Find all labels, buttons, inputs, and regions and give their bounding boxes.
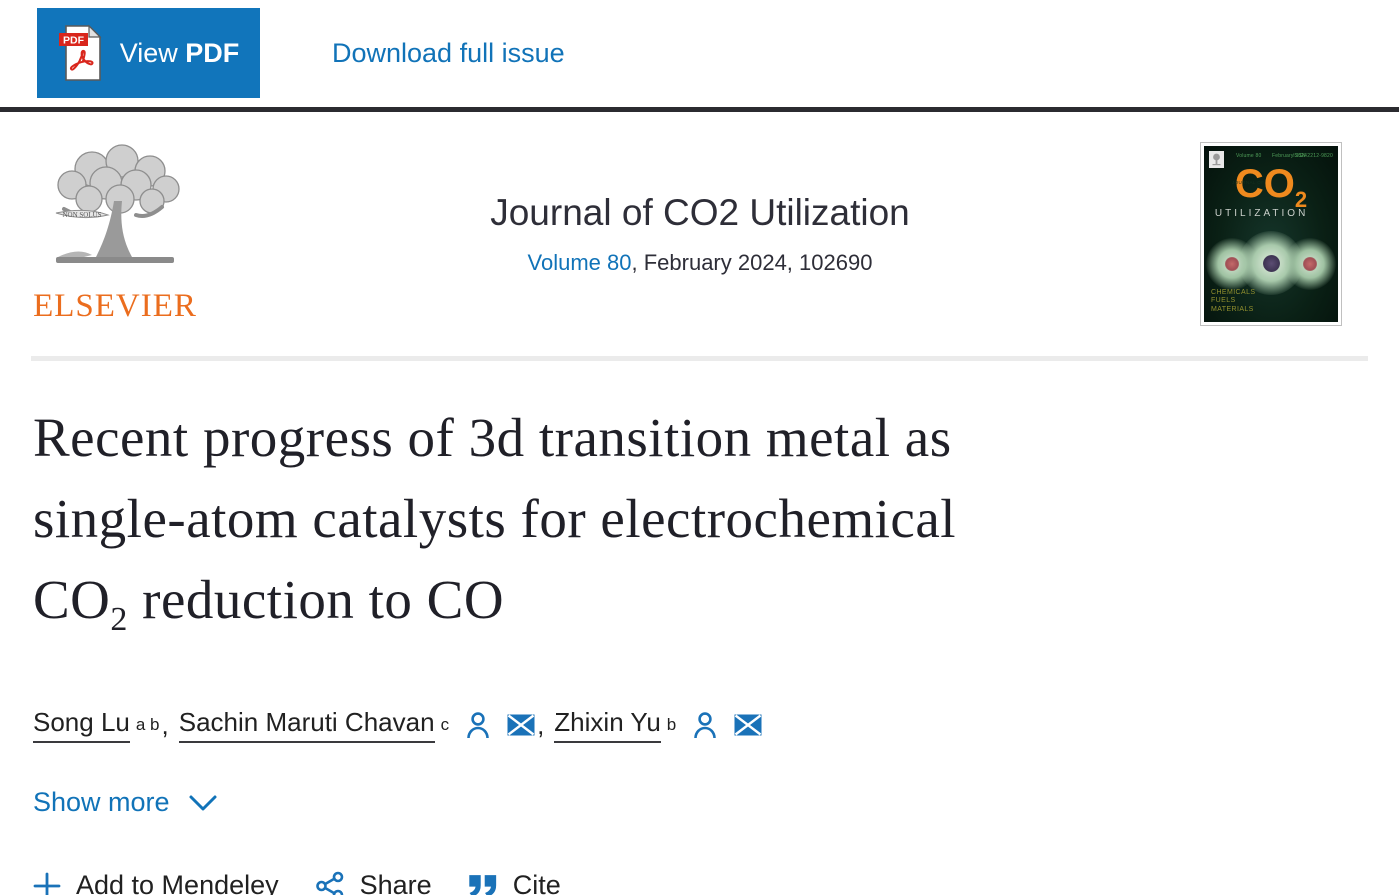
cite-quote-icon — [468, 874, 496, 895]
show-more-label: Show more — [33, 787, 170, 817]
author-separator: , — [537, 709, 545, 740]
volume-link[interactable]: Volume 80 — [527, 250, 632, 275]
view-pdf-button[interactable]: PDF View PDF — [37, 8, 260, 98]
view-pdf-label: View PDF — [119, 37, 240, 68]
pdf-icon-label: PDF — [63, 35, 85, 47]
share-button[interactable]: Share — [315, 870, 432, 895]
article-title: Recent progress of 3d transition metal a… — [33, 407, 957, 638]
author-profile-icon[interactable] — [692, 711, 718, 739]
share-label: Share — [359, 870, 432, 895]
author-link[interactable]: Song Lu — [33, 707, 130, 743]
download-full-issue-link[interactable]: Download full issue — [332, 38, 565, 68]
elsevier-wordmark: ELSEVIER — [33, 288, 197, 324]
journal-title-block: Journal of CO2 Utilization Volume 80, Fe… — [200, 192, 1200, 276]
cover-volume-text: Volume 80 — [1236, 153, 1262, 159]
add-to-mendeley-label: Add to Mendeley — [76, 870, 279, 895]
journal-header: NON SOLUS ELSEVIER Journal of CO2 Utiliz… — [0, 112, 1399, 356]
elsevier-tree-icon: NON SOLUS — [55, 144, 180, 263]
article-header: Recent progress of 3d transition metal a… — [0, 361, 1399, 895]
author-email-icon[interactable] — [507, 714, 535, 736]
author-list: Song Lu a b , Sachin Maruti Chavan c , Z… — [33, 707, 1366, 743]
cover-elsevier-mark-icon — [1209, 151, 1224, 168]
author-email-icon[interactable] — [734, 714, 762, 736]
plus-icon — [33, 872, 61, 895]
share-icon — [315, 871, 343, 895]
pdf-file-icon: PDF — [58, 24, 104, 82]
non-solus-banner: NON SOLUS — [62, 211, 101, 219]
show-more-button[interactable]: Show more — [33, 787, 218, 818]
author-affiliation-sup: c — [440, 715, 450, 734]
section-divider — [31, 356, 1368, 361]
journal-title-link[interactable]: Journal of CO2 Utilization — [490, 192, 910, 233]
top-toolbar: PDF View PDF Download full issue — [0, 0, 1399, 112]
journal-issue-line: Volume 80, February 2024, 102690 — [200, 250, 1200, 276]
issue-info-text: , February 2024, 102690 — [631, 250, 873, 275]
cover-date-text: February 2024 — [1272, 153, 1308, 159]
journal-cover-art: Volume 80 February 2024 ISSN 2212-9820 C… — [1204, 146, 1338, 322]
author-link[interactable]: Zhixin Yu — [554, 707, 661, 743]
cover-utilization-text: UTILIZATION — [1214, 208, 1309, 219]
elsevier-logo[interactable]: NON SOLUS ELSEVIER — [30, 143, 200, 325]
journal-cover-thumbnail[interactable]: Volume 80 February 2024 ISSN 2212-9820 C… — [1200, 142, 1342, 326]
chevron-down-icon — [189, 795, 217, 810]
cover-tagline: CHEMICALS FUELS MATERIALS — [1211, 288, 1256, 313]
cover-co2-title: CO2 — [1234, 162, 1308, 212]
cite-button[interactable]: Cite — [468, 870, 561, 895]
article-action-bar: Add to Mendeley Share Cite — [33, 870, 1366, 895]
author-affiliation-sup: b — [666, 715, 677, 734]
cite-label: Cite — [512, 870, 561, 895]
cover-issn-text: ISSN 2212-9820 — [1293, 153, 1333, 159]
author-profile-icon[interactable] — [465, 711, 491, 739]
cover-journal-of-text: JOURNAL OF — [1232, 180, 1265, 185]
author-affiliation-sup: a b — [135, 715, 160, 734]
author-separator: , — [161, 709, 169, 740]
cover-co2-molecule-art — [1206, 231, 1336, 295]
add-to-mendeley-button[interactable]: Add to Mendeley — [33, 870, 279, 895]
author-link[interactable]: Sachin Maruti Chavan — [178, 707, 435, 743]
